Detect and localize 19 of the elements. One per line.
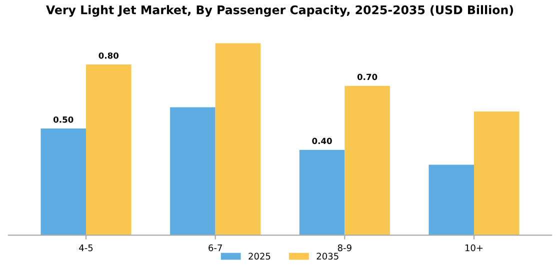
legend-label: 2025: [248, 252, 270, 260]
x-tick-label: 6-7: [208, 244, 222, 252]
data-label: 0.40: [312, 138, 332, 144]
x-tick-label: 4-5: [79, 244, 93, 252]
bar: [86, 64, 132, 236]
x-tick-label: 10+: [465, 244, 483, 252]
bar: [215, 43, 261, 236]
data-label: 0.80: [98, 52, 119, 59]
bar: [428, 164, 474, 236]
bar: [299, 150, 345, 236]
bar: [170, 107, 216, 236]
data-label: 0.50: [53, 116, 74, 123]
legend-label: 2035: [316, 252, 338, 260]
x-tick-label: 8-9: [338, 244, 352, 252]
bar: [344, 86, 390, 236]
chart-title: Very Light Jet Market, By Passenger Capacity, 2025-2035 (USD Billion): [46, 5, 514, 17]
bar: [40, 128, 86, 236]
bar: [474, 111, 520, 236]
data-label: 0.70: [357, 74, 378, 80]
